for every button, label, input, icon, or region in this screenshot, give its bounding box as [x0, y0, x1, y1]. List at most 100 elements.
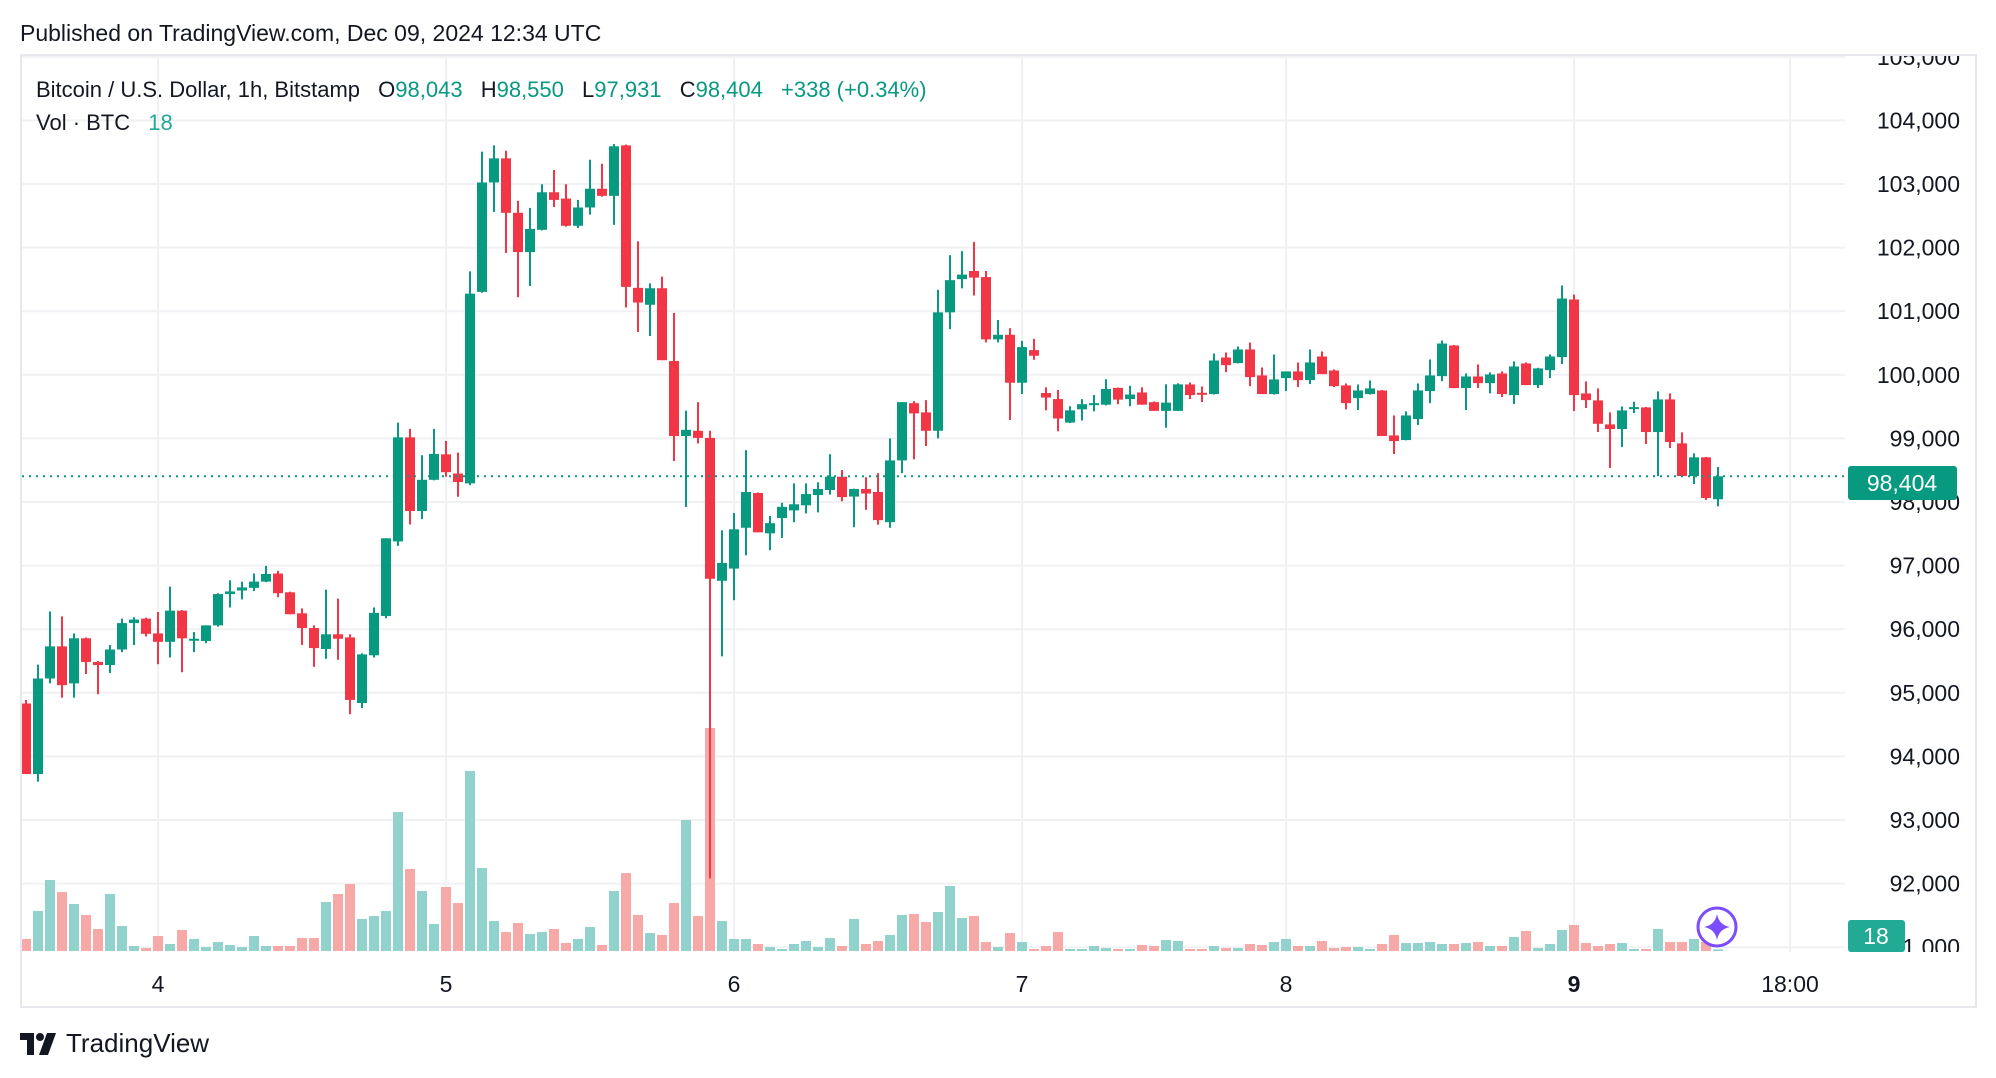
volume-bar	[825, 938, 835, 951]
volume-bar	[693, 915, 703, 951]
candle-body	[1137, 392, 1147, 405]
candle	[1509, 361, 1519, 405]
volume-bar	[141, 948, 151, 951]
candle-body	[1701, 457, 1711, 498]
candle-body	[417, 479, 427, 512]
volume-bar	[285, 945, 295, 951]
candle	[645, 283, 655, 337]
volume-bar	[1569, 924, 1579, 951]
low-label: L	[582, 77, 595, 102]
candle	[981, 271, 991, 343]
candle	[1653, 391, 1663, 477]
volume-bar	[1401, 943, 1411, 951]
candle-body	[273, 573, 283, 594]
candle-body	[1605, 424, 1615, 430]
candle-body	[1497, 373, 1507, 395]
candle-body	[549, 192, 559, 200]
volume-bar	[897, 914, 907, 951]
tradingview-logo[interactable]: TradingView	[20, 1028, 209, 1059]
volume-bar	[1185, 948, 1195, 951]
candle	[1149, 401, 1159, 411]
volume-bar	[1617, 943, 1627, 951]
volume-bar	[1029, 948, 1039, 951]
volume-bars	[22, 728, 1723, 951]
candle-body	[285, 592, 295, 615]
volume-bar	[729, 938, 739, 951]
volume-bar	[1485, 945, 1495, 951]
candle-body	[1173, 384, 1183, 411]
volume-badge: 18	[1848, 920, 1905, 952]
price-tick-label: 102,000	[1877, 235, 1960, 261]
volume-bar	[1701, 942, 1711, 951]
volume-bar	[501, 932, 511, 951]
volume-bar	[321, 902, 331, 951]
candle-body	[237, 587, 247, 591]
volume-bar	[1113, 948, 1123, 951]
candle-body	[1029, 350, 1039, 356]
candle-body	[753, 493, 763, 533]
published-header: Published on TradingView.com, Dec 09, 20…	[20, 20, 602, 46]
candle-body	[1389, 435, 1399, 442]
close-label: C	[679, 77, 696, 102]
candle	[1665, 393, 1675, 449]
candle	[513, 200, 523, 298]
candle-body	[873, 492, 883, 521]
candle	[1209, 353, 1219, 395]
volume-bar	[1497, 945, 1507, 951]
volume-bar	[1137, 944, 1147, 951]
time-axis[interactable]: 4 5 6 7 8 9 18:00	[152, 971, 1819, 997]
price-tick-label: 99,000	[1890, 425, 1960, 451]
candle-body	[393, 437, 403, 542]
candle-body	[1377, 390, 1387, 437]
candle	[381, 538, 391, 619]
candle	[249, 573, 259, 592]
candle-body	[1053, 399, 1063, 419]
candle	[753, 492, 763, 533]
candle	[1401, 411, 1411, 441]
candle-body	[957, 274, 967, 280]
candle	[93, 661, 103, 695]
candle-body	[141, 618, 151, 634]
candle	[1497, 371, 1507, 398]
candle-body	[441, 454, 451, 473]
candle-body	[321, 634, 331, 649]
candle-body	[1005, 334, 1015, 383]
candle-body	[825, 476, 835, 490]
candle-body	[81, 638, 91, 662]
candle-body	[369, 612, 379, 656]
candle	[1221, 352, 1231, 373]
candle	[1173, 383, 1183, 412]
candle	[633, 241, 643, 332]
volume-bar	[1149, 945, 1159, 951]
candle	[129, 617, 139, 645]
volume-bar	[369, 915, 379, 951]
candle-body	[249, 581, 259, 588]
candle	[489, 145, 499, 212]
candle	[117, 618, 127, 653]
candle	[693, 402, 703, 444]
candle-body	[537, 192, 547, 230]
volume-bar	[405, 868, 415, 951]
candle	[81, 637, 91, 675]
volume-bar	[1017, 942, 1027, 951]
volume-bar	[513, 923, 523, 951]
candle	[561, 184, 571, 227]
volume-bar	[177, 929, 187, 951]
volume-bar	[765, 947, 775, 951]
volume-bar	[1521, 930, 1531, 951]
assistant-icon[interactable]	[1696, 906, 1738, 948]
volume-bar	[453, 903, 463, 951]
candle-body	[153, 633, 163, 642]
volume-bar	[1053, 932, 1063, 951]
candle-body	[1689, 457, 1699, 477]
volume-bar	[657, 934, 667, 951]
symbol-title[interactable]: Bitcoin / U.S. Dollar, 1h, Bitstamp	[36, 77, 361, 102]
candle-body	[1509, 366, 1519, 396]
candle	[1425, 359, 1435, 404]
candle-body	[573, 207, 583, 226]
volume-label[interactable]: Vol · BTC	[36, 110, 131, 135]
candle-body	[1545, 356, 1555, 371]
price-axis[interactable]: 91,000 92,000 93,000 94,000 95,000 96,000 97,0…	[1877, 44, 1960, 960]
candle	[621, 144, 631, 308]
